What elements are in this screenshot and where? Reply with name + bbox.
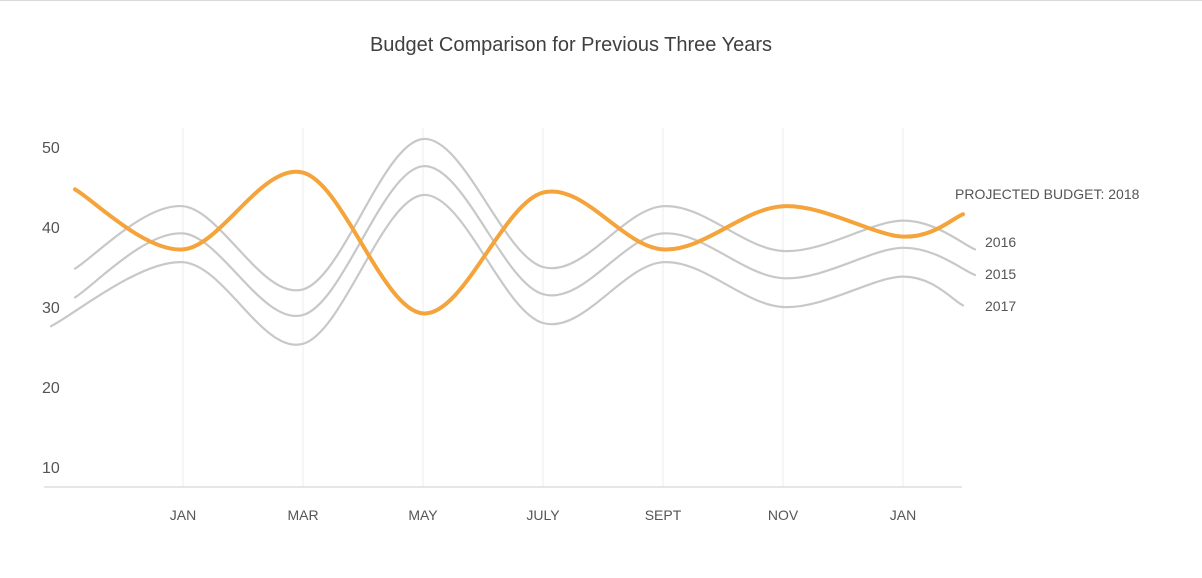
series-line-projected-budget-2018 bbox=[73, 169, 965, 316]
series-line-2015 bbox=[73, 165, 977, 318]
chart-title: Budget Comparison for Previous Three Yea… bbox=[369, 34, 773, 56]
y-tick-label: 20 bbox=[42, 380, 60, 397]
y-axis: 10 20 30 40 50 bbox=[42, 140, 60, 477]
y-tick-label: 50 bbox=[42, 140, 60, 157]
y-tick-label: 30 bbox=[42, 300, 60, 317]
series-line-2017 bbox=[49, 193, 965, 346]
series-label: 2017 bbox=[985, 298, 1016, 314]
x-tick-label: MAR bbox=[287, 507, 318, 523]
series-line-2016 bbox=[73, 137, 977, 292]
series-label: 2015 bbox=[985, 266, 1016, 282]
x-tick-label: JULY bbox=[526, 507, 560, 523]
y-tick-label: 10 bbox=[42, 460, 60, 477]
y-tick-label: 40 bbox=[42, 220, 60, 237]
x-tick-label: MAY bbox=[408, 507, 438, 523]
top-border bbox=[0, 0, 1202, 1]
grid-lines bbox=[182, 128, 904, 487]
series-label: PROJECTED BUDGET: 2018 bbox=[955, 186, 1140, 202]
x-tick-label: NOV bbox=[768, 507, 799, 523]
x-tick-label: JAN bbox=[890, 507, 916, 523]
x-axis: JAN MAR MAY JULY SEPT NOV JAN bbox=[170, 507, 916, 523]
x-tick-label: JAN bbox=[170, 507, 196, 523]
series-label: 2016 bbox=[985, 234, 1016, 250]
series-lines bbox=[49, 137, 977, 346]
x-tick-label: SEPT bbox=[645, 507, 682, 523]
series-labels: 2016 2015 2017 PROJECTED BUDGET: 2018 bbox=[955, 186, 1140, 314]
